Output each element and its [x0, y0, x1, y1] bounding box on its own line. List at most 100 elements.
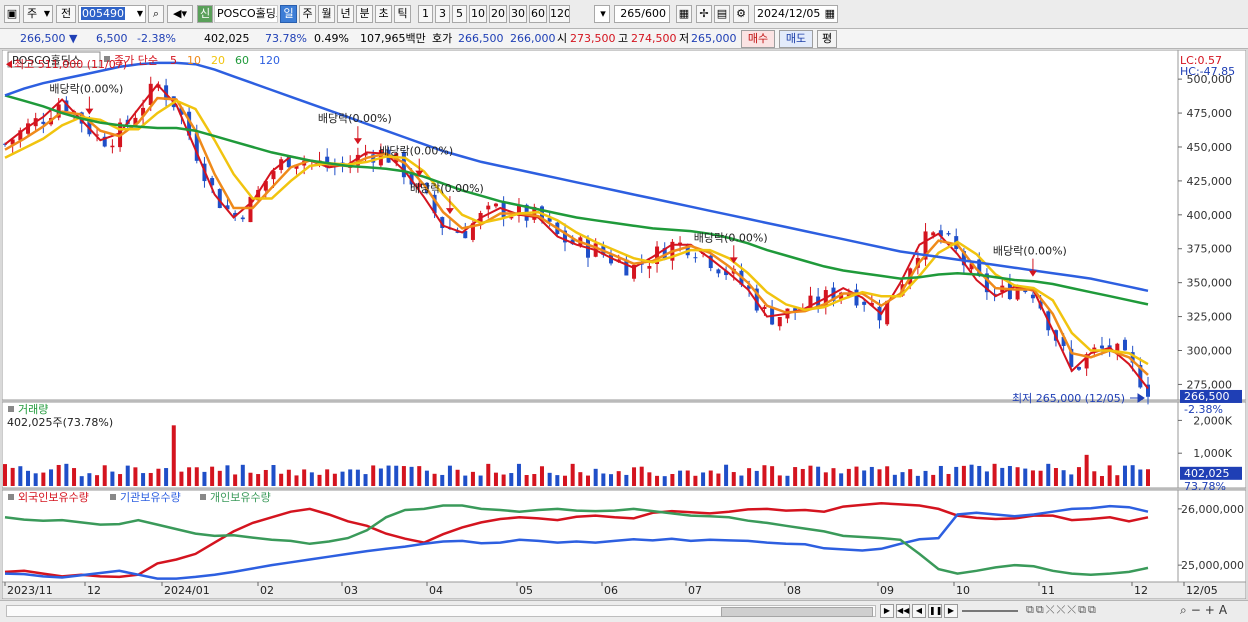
- pause-icon[interactable]: ❚❚: [928, 604, 942, 618]
- prev-button[interactable]: 전: [56, 5, 76, 23]
- volume-bar: [1092, 471, 1097, 486]
- candle-body: [1115, 343, 1120, 355]
- volume-bar: [317, 474, 322, 486]
- candle-body: [808, 295, 813, 309]
- volume-bar: [455, 469, 460, 486]
- holdings-line: [4, 504, 1149, 580]
- volume-bar: [355, 469, 360, 486]
- interval-button[interactable]: 120: [549, 5, 570, 23]
- sell-button[interactable]: 매도: [779, 30, 813, 48]
- period-tab[interactable]: 년: [337, 5, 354, 23]
- scroll-right-icon[interactable]: ▶: [880, 604, 894, 618]
- prev-page-icon[interactable]: ◀: [912, 604, 926, 618]
- max-label: 최고 511,000 (11/07): [14, 58, 127, 71]
- candle-body: [110, 145, 115, 148]
- candle-body: [102, 136, 107, 147]
- y-tick-label: 325,000: [1187, 311, 1233, 324]
- grid-icon[interactable]: ▦: [676, 5, 692, 23]
- candle-body: [417, 183, 422, 188]
- first-page-icon[interactable]: ◀◀: [896, 604, 910, 618]
- x-tick-label: 08: [787, 584, 801, 597]
- candle-body: [26, 123, 31, 134]
- interval-dropdown[interactable]: ▾: [594, 5, 610, 23]
- trade-amount: 107,965백만: [360, 32, 426, 45]
- volume-bar: [724, 464, 729, 486]
- volume-bar: [125, 465, 130, 486]
- volume-bar: [164, 468, 169, 486]
- volume-bar: [26, 470, 31, 486]
- count-total: /600: [641, 7, 666, 20]
- horizontal-scrollbar[interactable]: [6, 605, 876, 617]
- period-tab[interactable]: 주: [299, 5, 316, 23]
- date-input[interactable]: 2024/12/05 ▦: [754, 5, 838, 23]
- volume-bar: [854, 466, 859, 486]
- volume-bar: [624, 474, 629, 486]
- zoom-slider[interactable]: [962, 610, 1018, 612]
- volume-bar: [539, 466, 544, 486]
- eval-button[interactable]: 평: [817, 30, 837, 48]
- window-menu-icon[interactable]: ▣: [4, 5, 20, 23]
- bid-price: 266,000: [510, 32, 556, 45]
- open-price: 273,500: [570, 32, 616, 45]
- volume-bar: [378, 468, 383, 486]
- high-label: 고: [618, 32, 629, 45]
- dividend-arrow: [353, 138, 362, 145]
- volume-bar: [616, 471, 621, 486]
- volume-bar: [72, 468, 77, 486]
- candle-body: [754, 288, 759, 311]
- period-tab[interactable]: 틱: [394, 5, 411, 23]
- save-icon[interactable]: ▤: [714, 5, 730, 23]
- candle-body: [1007, 283, 1012, 300]
- crosshair-icon[interactable]: ✢: [696, 5, 712, 23]
- volume-bar: [64, 463, 69, 486]
- volume-bar: [486, 463, 491, 486]
- period-tab[interactable]: 일: [280, 5, 297, 23]
- holdings-line: [4, 504, 1149, 576]
- y-tick-label: 500,000: [1187, 73, 1233, 86]
- volume-bar: [286, 469, 291, 486]
- volume-bar: [302, 469, 307, 486]
- x-tick-label: 05: [519, 584, 533, 597]
- buy-button[interactable]: 매수: [741, 30, 775, 48]
- settings-icon[interactable]: ⚙: [733, 5, 749, 23]
- volume-bar: [248, 472, 253, 486]
- dividend-label: 배당락(0.00%): [49, 83, 123, 96]
- code-input[interactable]: 005490 ▼: [78, 5, 146, 23]
- volume-bar: [954, 466, 959, 486]
- ask-price: 266,500: [458, 32, 504, 45]
- volume-bar: [1030, 470, 1035, 486]
- pct-badge: -2.38%: [1184, 403, 1223, 416]
- count-input[interactable]: 265/600: [614, 5, 670, 23]
- candle-body: [1138, 364, 1143, 388]
- interval-button[interactable]: 3: [435, 5, 450, 23]
- panel-background-2: [2, 489, 1179, 585]
- volume-bar: [785, 475, 790, 486]
- interval-button[interactable]: 10: [469, 5, 487, 23]
- candle-body: [1069, 348, 1074, 367]
- interval-button[interactable]: 1: [418, 5, 433, 23]
- interval-button[interactable]: 20: [489, 5, 507, 23]
- candle-body: [1146, 384, 1150, 397]
- volume-bar: [56, 464, 61, 486]
- price-badge-value: 266,500: [1184, 390, 1230, 403]
- volume-bar: [233, 474, 238, 486]
- search-icon[interactable]: ⌕: [148, 5, 164, 23]
- next-page-icon[interactable]: ▶: [944, 604, 958, 618]
- high-price: 274,500: [631, 32, 677, 45]
- period-tab[interactable]: 월: [318, 5, 335, 23]
- tool-icons[interactable]: ⧉⧉⤬⤬⤬⧉⧉: [1026, 603, 1098, 616]
- market-select[interactable]: 주 ▼: [23, 5, 53, 23]
- interval-button[interactable]: 5: [452, 5, 467, 23]
- scroll-thumb[interactable]: [721, 607, 873, 617]
- interval-button[interactable]: 30: [509, 5, 527, 23]
- volume-bar: [225, 465, 230, 486]
- candle-body: [455, 231, 460, 233]
- speaker-icon[interactable]: ◀▾: [167, 5, 193, 23]
- period-tab[interactable]: 초: [375, 5, 392, 23]
- period-tab[interactable]: 분: [356, 5, 373, 23]
- volume-bar: [984, 471, 989, 486]
- zoom-icons[interactable]: ⌕−+A: [1180, 603, 1232, 617]
- interval-button[interactable]: 60: [529, 5, 547, 23]
- low-label: 저: [679, 32, 690, 45]
- candle-body: [294, 164, 299, 169]
